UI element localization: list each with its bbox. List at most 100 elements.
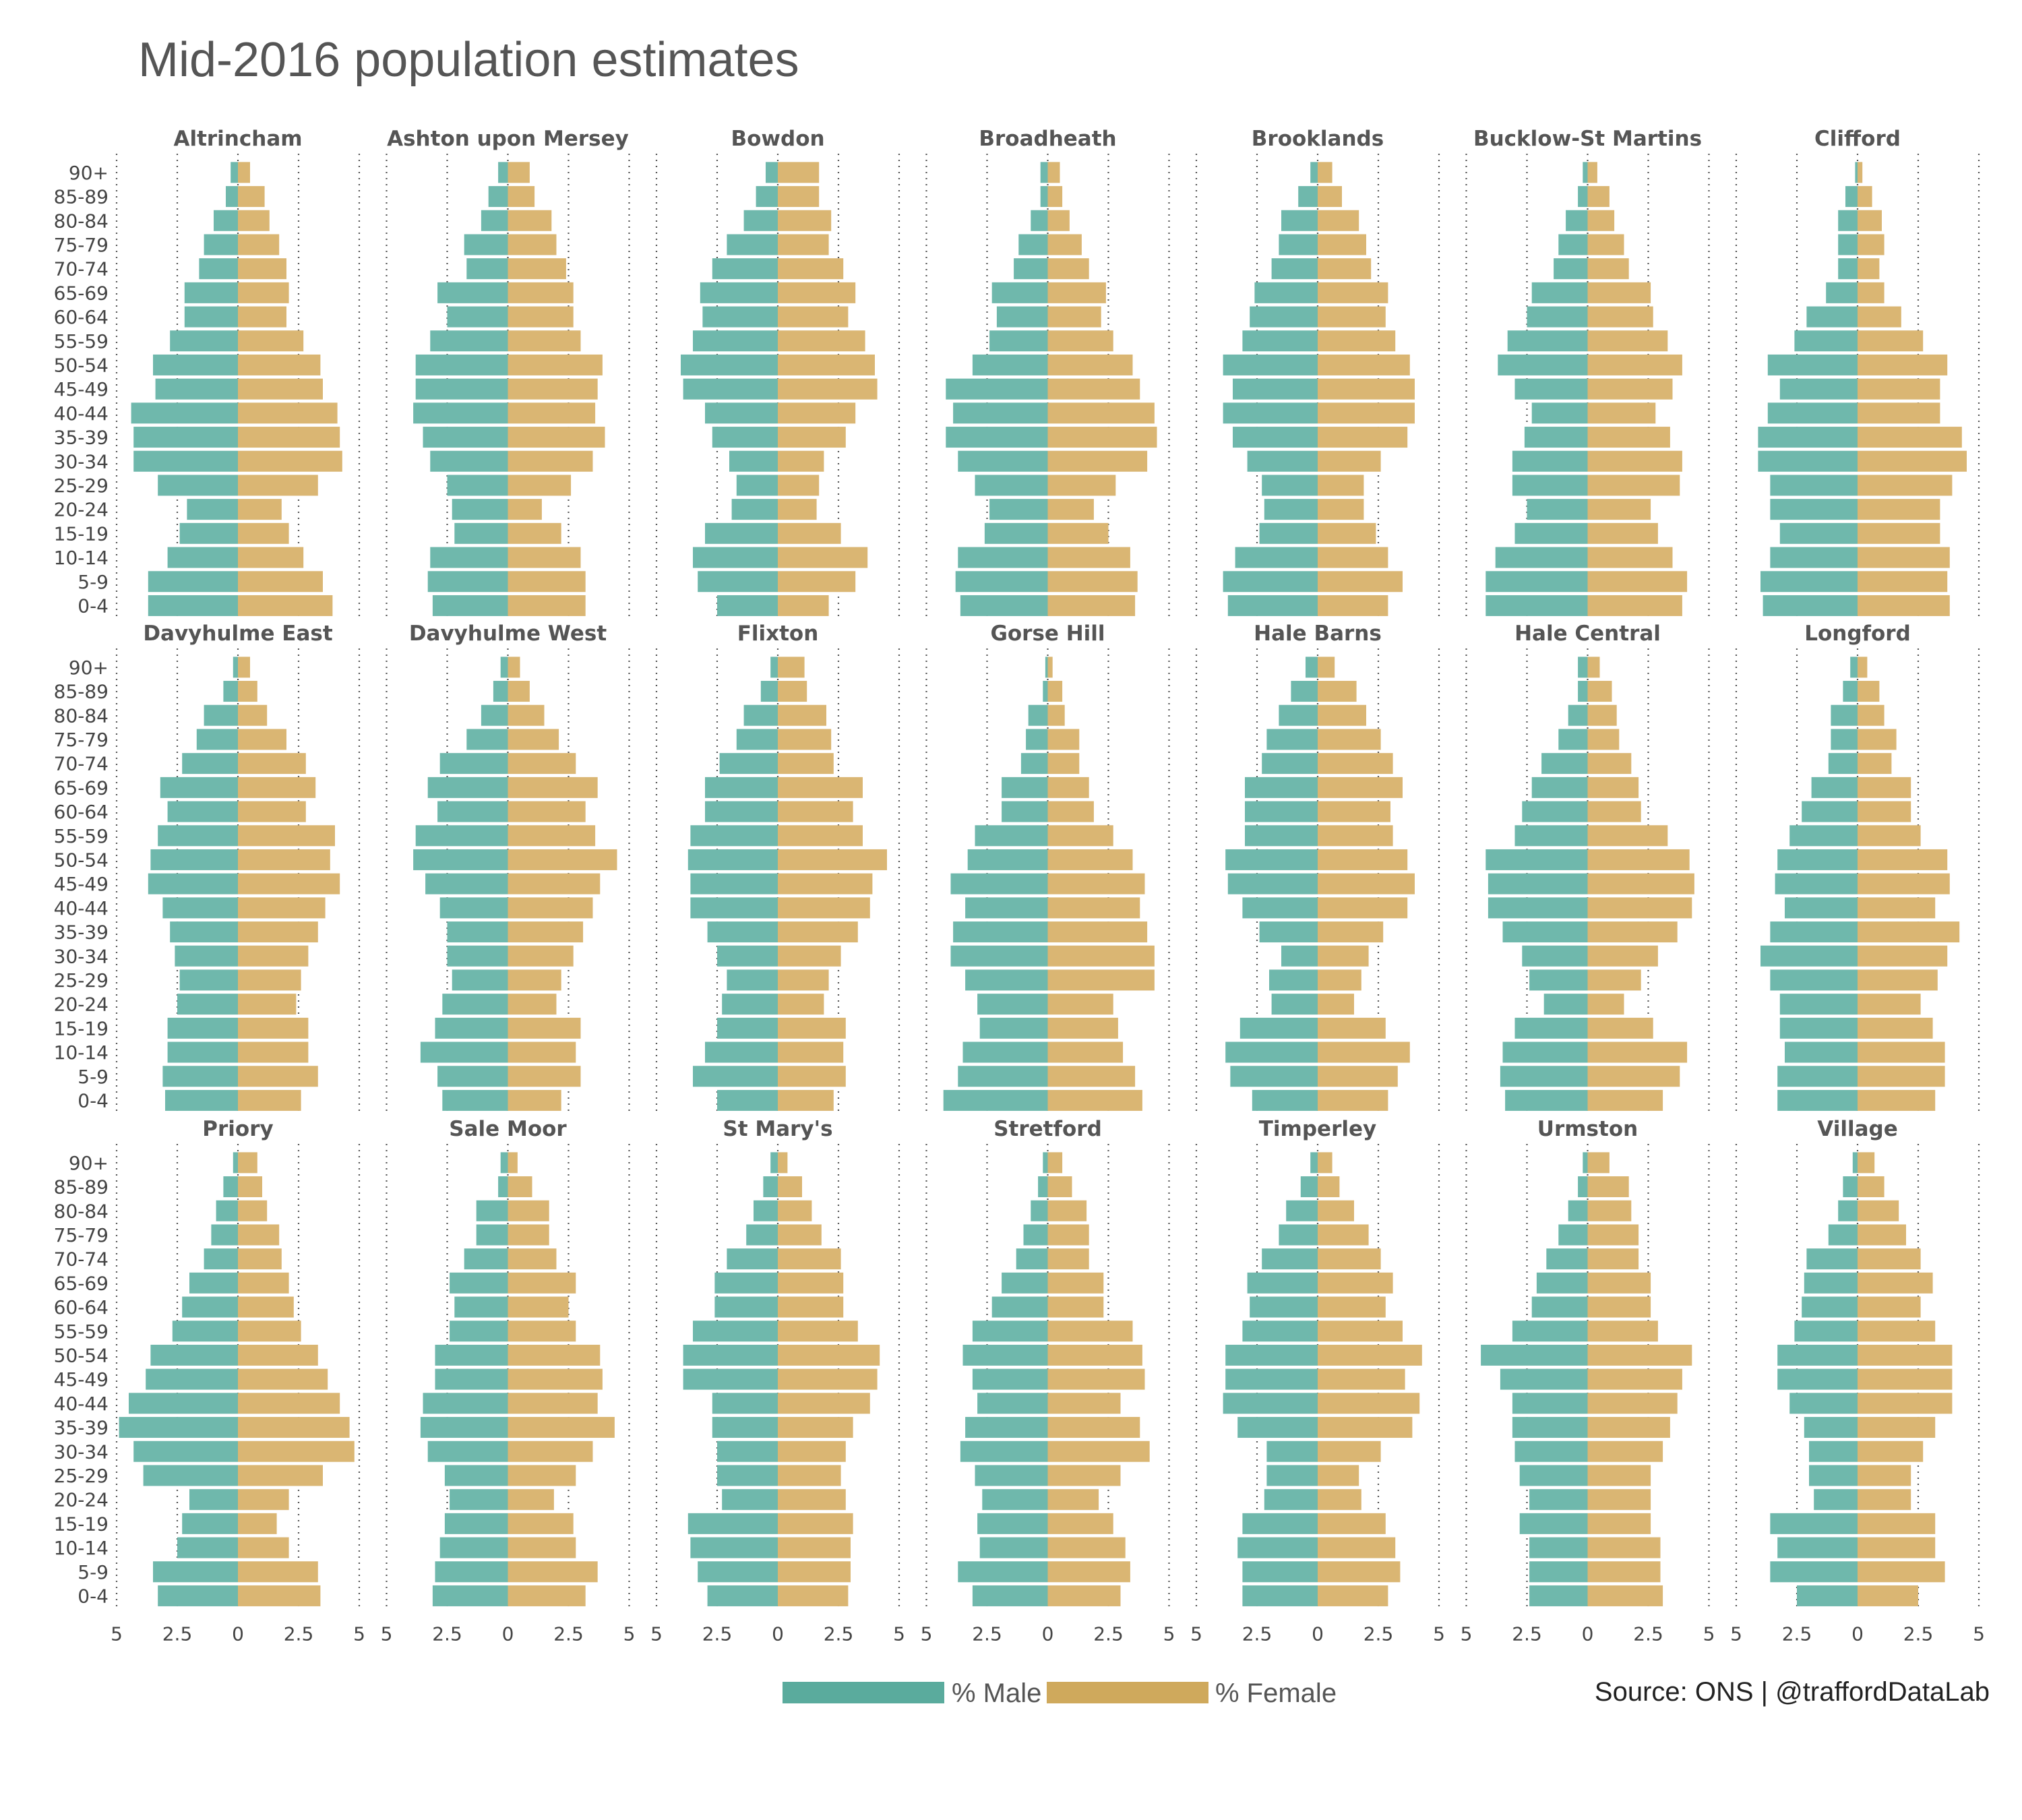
bar-male — [1233, 427, 1318, 448]
bar-female — [1318, 945, 1369, 967]
bar-male — [119, 1417, 238, 1438]
bar-male — [1524, 427, 1588, 448]
x-tick-label: 5 — [1433, 1622, 1445, 1645]
bar-female — [1858, 1066, 1945, 1087]
bar-female — [778, 657, 805, 678]
bar-female — [508, 378, 598, 400]
bar-female — [1047, 1041, 1124, 1063]
bar-male — [182, 1296, 238, 1318]
x-tick-label: 2.5 — [553, 1622, 584, 1645]
bar-female — [1047, 522, 1109, 544]
bar-female — [1047, 1537, 1126, 1558]
bar-female — [1587, 1344, 1692, 1366]
bar-female — [1858, 595, 1950, 616]
bar-male — [1266, 729, 1318, 750]
facet-panel: Davyhulme West — [386, 621, 630, 1116]
bar-male — [170, 921, 238, 943]
bar-male — [167, 801, 238, 822]
page-title: Mid-2016 population estimates — [138, 33, 799, 87]
facet-title: Village — [1817, 1117, 1897, 1141]
bar-female — [1318, 1224, 1369, 1246]
bar-male — [1514, 1440, 1588, 1462]
bar-male — [444, 1513, 508, 1534]
bar-male — [1578, 657, 1588, 678]
bar-female — [238, 1248, 282, 1270]
bar-male — [1779, 522, 1858, 544]
bar-male — [1281, 945, 1318, 967]
bar-female — [1318, 1041, 1410, 1063]
bar-female — [1318, 777, 1403, 798]
bar-female — [778, 1513, 853, 1534]
bar-female — [1858, 825, 1921, 847]
bar-female — [508, 1344, 601, 1366]
bar-female — [1318, 475, 1364, 496]
bar-male — [1279, 704, 1318, 726]
bar-male — [162, 1066, 238, 1087]
facet-title: Brooklands — [1252, 127, 1384, 151]
age-group-label: 50-54 — [54, 354, 109, 376]
x-tick-label: 2.5 — [1364, 1622, 1394, 1645]
bar-female — [1047, 1417, 1140, 1438]
bar-male — [1794, 330, 1858, 352]
bar-female — [1858, 849, 1948, 870]
bar-female — [508, 777, 598, 798]
bar-female — [1587, 1465, 1651, 1486]
bar-male — [1266, 1440, 1318, 1462]
bar-female — [238, 777, 316, 798]
bar-female — [778, 1440, 846, 1462]
bar-female — [238, 1066, 318, 1087]
bar-female — [508, 994, 557, 1015]
bar-male — [233, 1152, 238, 1174]
bar-male — [1502, 921, 1588, 943]
bar-male — [481, 210, 508, 231]
bar-male — [1002, 801, 1048, 822]
bar-male — [1838, 234, 1858, 255]
bar-male — [216, 1200, 238, 1221]
x-tick-label: 2.5 — [972, 1622, 1002, 1645]
bar-female — [1587, 354, 1682, 375]
bar-male — [1770, 921, 1858, 943]
facet-title: Davyhulme East — [143, 621, 332, 646]
bar-female — [1047, 849, 1133, 870]
bar-female — [778, 704, 826, 726]
age-group-label: 85-89 — [54, 1176, 109, 1199]
bar-male — [967, 849, 1048, 870]
bar-female — [1318, 499, 1364, 520]
bar-female — [778, 1200, 812, 1221]
bar-female — [1858, 1513, 1936, 1534]
bar-male — [476, 1224, 508, 1246]
age-group-label: 40-44 — [54, 402, 109, 425]
facet-title: Davyhulme West — [409, 621, 607, 646]
bar-male — [1814, 1489, 1858, 1511]
bar-male — [955, 571, 1048, 593]
bar-female — [1047, 450, 1148, 472]
bar-female — [1047, 657, 1053, 678]
bar-male — [1223, 402, 1318, 424]
bar-male — [1770, 547, 1858, 568]
bar-female — [1587, 921, 1678, 943]
bar-female — [778, 258, 844, 280]
facet-title: Ashton upon Mersey — [387, 127, 629, 151]
bar-male — [158, 475, 238, 496]
bar-female — [508, 681, 530, 702]
x-tick-label: 2.5 — [824, 1622, 854, 1645]
bar-female — [1047, 1368, 1145, 1390]
bar-female — [508, 1017, 581, 1039]
bar-male — [143, 1465, 238, 1486]
bar-female — [238, 330, 304, 352]
bar-male — [1262, 1248, 1318, 1270]
bar-female — [1587, 595, 1682, 616]
bar-female — [1587, 1272, 1651, 1294]
bar-female — [508, 1200, 549, 1221]
age-group-label: 5-9 — [78, 571, 109, 593]
bar-female — [1047, 1089, 1142, 1111]
bar-female — [778, 897, 870, 919]
bar-male — [705, 777, 778, 798]
bar-female — [778, 1368, 878, 1390]
bar-male — [700, 282, 778, 303]
bar-male — [1558, 234, 1588, 255]
bar-male — [712, 427, 778, 448]
bar-female — [1587, 897, 1692, 919]
bar-female — [238, 849, 330, 870]
